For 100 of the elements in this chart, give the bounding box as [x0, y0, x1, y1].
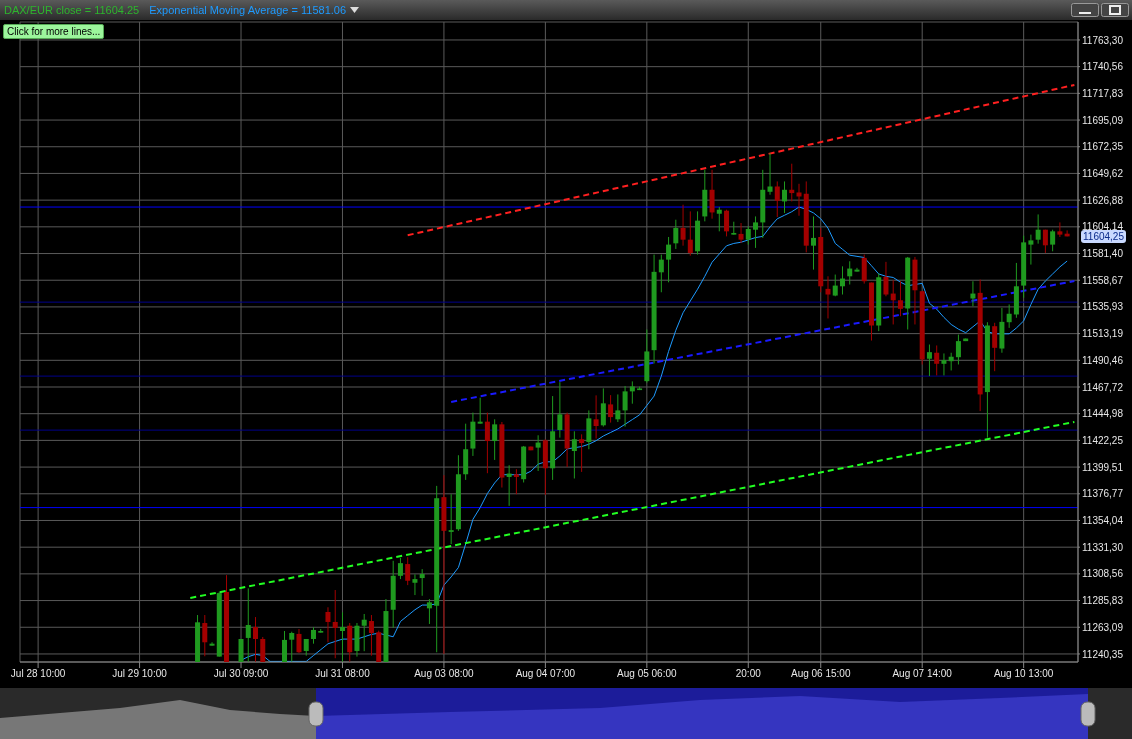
candlestick: [883, 261, 889, 297]
candlestick: [296, 628, 302, 654]
candlestick: [593, 394, 599, 440]
text: DAX/EUR close = 11604.25: [4, 4, 140, 16]
candlestick: [622, 385, 628, 428]
candlestick: [738, 222, 744, 244]
text: Exponential Moving Average = 11581.06: [149, 4, 347, 16]
candlestick: [426, 598, 432, 625]
candlestick: [600, 387, 606, 428]
x-tick-label: Aug 03 08:00: [414, 668, 475, 680]
candlestick: [245, 587, 251, 662]
candlestick: [897, 280, 903, 317]
y-tick-label: 11263,09: [1082, 621, 1124, 633]
candlestick: [1057, 221, 1063, 238]
candlestick: [825, 275, 831, 319]
candlestick: [890, 279, 896, 325]
candlestick: [753, 215, 759, 249]
x-tick-label: Jul 31 08:00: [315, 668, 371, 680]
candlestick: [789, 163, 795, 202]
candlestick: [608, 394, 614, 424]
x-tick-label: Jul 29 10:00: [112, 668, 168, 680]
candlestick: [477, 397, 483, 425]
candlestick: [557, 381, 563, 439]
y-tick-label: 11717,83: [1082, 87, 1124, 99]
y-tick-label: 11422,25: [1082, 434, 1124, 446]
candlestick: [282, 630, 287, 662]
candlestick: [1035, 213, 1041, 245]
candlestick: [405, 556, 411, 586]
candlestick: [724, 209, 730, 237]
x-tick-label: Jul 30 09:00: [213, 668, 269, 680]
y-tick-label: 11740,56: [1082, 61, 1124, 73]
y-tick-label: 11308,56: [1082, 568, 1124, 580]
candlestick: [339, 611, 345, 662]
candlestick: [745, 225, 751, 246]
candlestick: [1028, 234, 1034, 266]
candlestick: [209, 641, 215, 647]
candlestick: [847, 260, 853, 286]
x-tick-label: Aug 06 15:00: [791, 668, 851, 680]
candlestick: [419, 568, 425, 597]
candlestick: [202, 614, 208, 657]
candlestick: [361, 613, 367, 652]
y-tick-label: 11467,72: [1082, 381, 1124, 393]
candlestick: [368, 614, 374, 657]
candlestick: [332, 589, 338, 659]
candlestick: [926, 344, 932, 377]
x-tick-label: Jul 28 10:00: [10, 668, 66, 680]
y-tick-label: 11399,51: [1082, 461, 1124, 473]
candlestick: [1006, 303, 1012, 329]
y-tick-label: 11376,77: [1082, 488, 1124, 500]
candlestick: [397, 557, 403, 580]
candlestick: [412, 573, 418, 596]
x-tick-label: Aug 04 07:00: [515, 668, 576, 680]
candlestick: [709, 169, 715, 220]
y-tick-label: 11763,30: [1082, 34, 1124, 46]
candlestick: [774, 180, 780, 218]
candlestick: [325, 606, 331, 643]
y-tick-label: 11672,35: [1082, 141, 1124, 153]
candlestick: [658, 254, 664, 293]
candlestick: [629, 380, 635, 405]
x-tick-label: Aug 05 06:00: [617, 668, 678, 680]
candlestick: [253, 616, 259, 662]
x-tick-label: Aug 07 14:00: [892, 668, 953, 680]
candlestick: [992, 322, 998, 372]
candlestick: [666, 236, 672, 283]
candlestick: [579, 433, 585, 473]
candlestick: [513, 468, 519, 495]
candlestick: [854, 267, 860, 273]
candlestick: [716, 206, 722, 232]
candlestick: [941, 352, 947, 376]
candlestick: [955, 334, 961, 365]
candlestick: [796, 183, 802, 217]
candlestick: [767, 152, 773, 196]
candlestick: [680, 204, 686, 247]
candlestick: [673, 219, 679, 250]
y-tick-label: 11649,62: [1082, 167, 1124, 179]
candlestick: [448, 493, 454, 545]
candlestick: [571, 430, 577, 479]
y-tick-label: 11513,19: [1082, 328, 1124, 340]
text: 11604,25: [1081, 229, 1126, 243]
candlestick: [782, 180, 788, 214]
x-tick-label: 20:00: [735, 668, 762, 680]
candlestick: [615, 393, 621, 423]
candlestick: [535, 434, 541, 472]
y-tick-label: 11535,93: [1082, 301, 1124, 313]
y-tick-label: 11558,67: [1082, 274, 1124, 286]
candlestick: [492, 418, 498, 461]
y-tick-label: 11354,04: [1082, 515, 1124, 527]
annotation: Click for more lines...: [3, 24, 105, 39]
y-tick-label: 11581,40: [1082, 248, 1124, 260]
candlestick: [839, 265, 845, 296]
candlestick: [586, 409, 592, 450]
y-tick-label: 11331,30: [1082, 541, 1124, 553]
candlestick: [1050, 229, 1056, 252]
candlestick: [484, 412, 490, 474]
candlestick: [260, 636, 266, 662]
y-tick-label: 11240,35: [1082, 648, 1124, 660]
y-tick-label: 11695,09: [1082, 114, 1124, 126]
candlestick: [289, 631, 295, 662]
candlestick: [687, 210, 693, 257]
candlestick: [934, 344, 940, 376]
